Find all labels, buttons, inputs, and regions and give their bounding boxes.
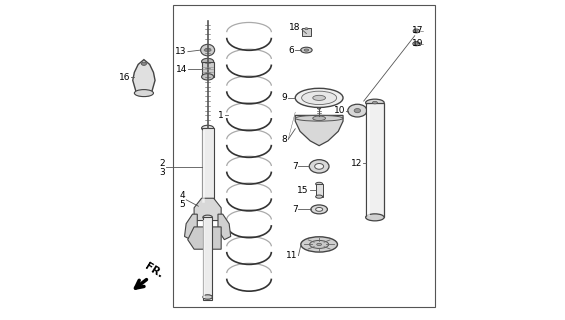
Polygon shape bbox=[185, 214, 197, 240]
Ellipse shape bbox=[304, 49, 308, 51]
Ellipse shape bbox=[354, 108, 360, 113]
Text: 10: 10 bbox=[334, 106, 345, 115]
Ellipse shape bbox=[295, 88, 343, 108]
Ellipse shape bbox=[302, 91, 337, 105]
Polygon shape bbox=[188, 227, 221, 249]
Polygon shape bbox=[194, 198, 221, 220]
Text: FR.: FR. bbox=[143, 261, 164, 279]
Text: 11: 11 bbox=[286, 251, 298, 260]
Ellipse shape bbox=[309, 160, 329, 173]
Ellipse shape bbox=[413, 29, 419, 33]
Text: 12: 12 bbox=[351, 159, 362, 168]
Bar bbox=[202, 61, 214, 77]
Ellipse shape bbox=[415, 30, 418, 32]
Ellipse shape bbox=[204, 49, 211, 52]
Ellipse shape bbox=[316, 182, 323, 186]
Ellipse shape bbox=[366, 99, 384, 106]
Text: 9: 9 bbox=[281, 93, 287, 102]
Ellipse shape bbox=[202, 74, 214, 80]
Ellipse shape bbox=[318, 108, 321, 109]
Ellipse shape bbox=[202, 58, 214, 65]
Text: 1: 1 bbox=[218, 111, 224, 120]
Text: 7: 7 bbox=[292, 162, 298, 171]
Ellipse shape bbox=[316, 207, 323, 211]
Text: 15: 15 bbox=[297, 186, 309, 195]
Text: 6: 6 bbox=[288, 45, 294, 55]
Text: 14: 14 bbox=[176, 65, 187, 74]
Ellipse shape bbox=[316, 195, 323, 198]
Ellipse shape bbox=[366, 214, 384, 221]
Ellipse shape bbox=[315, 164, 324, 169]
Text: 17: 17 bbox=[411, 27, 423, 36]
Ellipse shape bbox=[317, 243, 321, 245]
Text: 2: 2 bbox=[159, 159, 164, 168]
Ellipse shape bbox=[348, 104, 367, 117]
Ellipse shape bbox=[202, 125, 214, 131]
Text: 18: 18 bbox=[289, 23, 301, 32]
Ellipse shape bbox=[134, 90, 154, 97]
Ellipse shape bbox=[295, 116, 343, 121]
Ellipse shape bbox=[203, 295, 212, 299]
Polygon shape bbox=[133, 60, 155, 96]
Ellipse shape bbox=[372, 101, 377, 104]
Ellipse shape bbox=[310, 240, 329, 248]
Text: 4: 4 bbox=[180, 190, 185, 200]
Ellipse shape bbox=[141, 62, 146, 65]
Polygon shape bbox=[295, 116, 343, 146]
Ellipse shape bbox=[311, 205, 328, 214]
Ellipse shape bbox=[313, 116, 325, 121]
Polygon shape bbox=[218, 214, 231, 240]
Ellipse shape bbox=[313, 95, 325, 100]
Ellipse shape bbox=[415, 43, 418, 45]
Text: 7: 7 bbox=[292, 205, 298, 214]
Text: 3: 3 bbox=[159, 168, 164, 177]
Ellipse shape bbox=[305, 28, 308, 30]
Text: 8: 8 bbox=[281, 135, 287, 144]
Ellipse shape bbox=[413, 42, 420, 46]
Text: 5: 5 bbox=[180, 200, 185, 209]
Ellipse shape bbox=[301, 237, 337, 252]
Bar bbox=[202, 128, 214, 204]
Text: 13: 13 bbox=[175, 47, 187, 56]
Ellipse shape bbox=[203, 215, 212, 220]
Text: 16: 16 bbox=[119, 73, 130, 82]
Bar bbox=[316, 184, 323, 197]
Bar bbox=[366, 103, 384, 217]
Ellipse shape bbox=[201, 44, 215, 56]
Ellipse shape bbox=[301, 47, 312, 53]
Ellipse shape bbox=[202, 202, 214, 207]
FancyBboxPatch shape bbox=[302, 28, 311, 36]
Bar bbox=[172, 5, 436, 307]
Text: 19: 19 bbox=[411, 39, 423, 48]
Bar bbox=[203, 217, 212, 300]
